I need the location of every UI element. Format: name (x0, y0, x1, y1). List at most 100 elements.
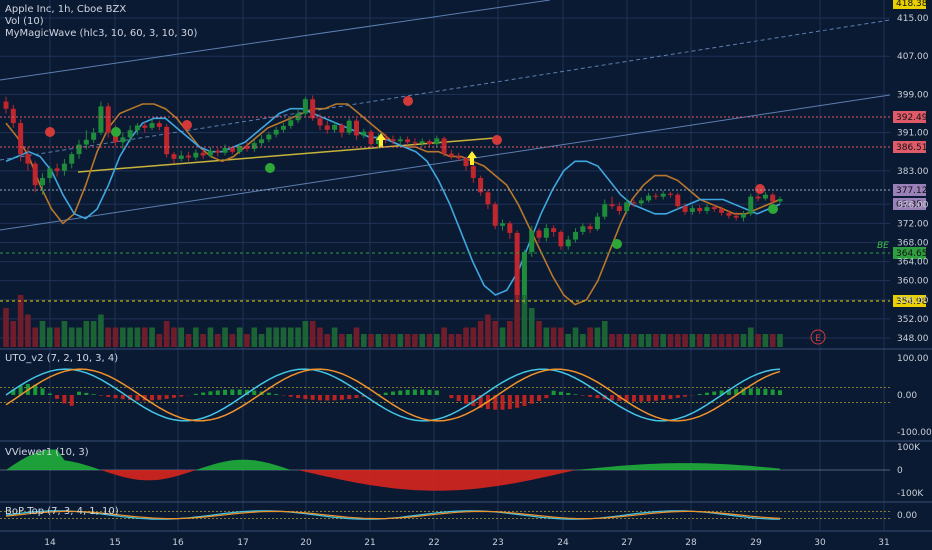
candle-body-67 (492, 204, 498, 226)
candle-body-105 (770, 194, 776, 202)
channel-mid (0, 19, 891, 161)
uto-tick-2: -100.00 (897, 428, 932, 438)
uto-hist-85 (624, 395, 629, 402)
volume-bar-76 (558, 327, 564, 347)
price-tick-6: 372.00 (897, 219, 929, 229)
price-tick-1: 407.00 (897, 52, 929, 62)
candle-body-62 (456, 156, 462, 159)
candle-body-27 (200, 152, 206, 156)
uto-hist-14 (106, 395, 111, 397)
price-tag-4: 03:35 (896, 200, 922, 210)
uto-hist-70 (515, 395, 520, 408)
uto-hist-42 (310, 395, 315, 400)
volume-bar-80 (587, 327, 593, 347)
time-tick-8: 24 (557, 538, 569, 548)
volume-bar-41 (302, 321, 309, 347)
volume-bar-90 (660, 334, 666, 347)
volume-bar-36 (266, 327, 272, 347)
candle-body-72 (529, 230, 535, 253)
volume-bar-96 (704, 334, 710, 347)
candle-body-52 (383, 137, 389, 140)
price-tick-12: 348.00 (897, 334, 929, 344)
candle-body-8 (61, 163, 67, 171)
candle-body-17 (127, 130, 133, 138)
candle-body-45 (332, 124, 338, 130)
candlestick-series (3, 95, 783, 305)
candle-body-76 (558, 231, 564, 247)
candle-body-59 (434, 138, 440, 145)
uto-hist-29 (215, 390, 220, 395)
volume-bar-97 (711, 334, 718, 347)
candle-body-99 (726, 212, 732, 216)
uto-hist-105 (770, 389, 775, 395)
sell-signal-dot-1 (182, 120, 192, 130)
candle-body-12 (91, 132, 97, 140)
sell-signal-dot-4 (755, 184, 765, 194)
volume-bar-101 (740, 334, 747, 347)
earnings-event-icon[interactable] (810, 329, 826, 345)
vviewer-tick-1: 0 (897, 466, 903, 476)
uto-hist-89 (653, 395, 658, 401)
volume-bar-71 (521, 295, 528, 347)
uto-hist-43 (317, 395, 322, 401)
candle-body-38 (280, 125, 286, 130)
time-tick-4: 20 (300, 538, 312, 548)
volume-bar-31 (229, 334, 236, 347)
uto-hist-87 (639, 395, 644, 402)
volume-bar-66 (485, 314, 491, 347)
time-tick-13: 31 (878, 538, 889, 548)
volume-indicator-label: Vol (10) (5, 16, 44, 27)
uto-hist-78 (573, 394, 578, 395)
volume-bar-82 (601, 321, 608, 347)
candle-body-22 (164, 126, 170, 155)
price-axis[interactable]: 415.00 407.00 399.00 391.00 383.00 376.00 372.… (897, 14, 929, 344)
buy-signal-dot-0 (111, 127, 121, 137)
volume-bar-67 (492, 321, 499, 347)
volume-bar-29 (214, 334, 221, 347)
volume-bar-5 (39, 321, 46, 347)
time-tick-7: 23 (492, 538, 503, 548)
candle-body-68 (500, 223, 506, 226)
vviewer-negative-area (6, 470, 780, 491)
volume-bar-91 (667, 334, 674, 347)
candle-body-23 (171, 154, 177, 159)
candle-body-36 (266, 134, 272, 140)
volume-bar-8 (61, 321, 68, 347)
breakeven-label: BE (877, 241, 889, 251)
uto-hist-15 (113, 395, 118, 399)
candle-body-19 (142, 125, 148, 128)
volume-bar-33 (244, 334, 250, 347)
time-axis[interactable]: 14 15 16 17 20 21 22 23 24 27 28 29 30 31 (44, 538, 889, 548)
volume-bar-54 (397, 334, 404, 347)
uto-hist-102 (748, 388, 753, 395)
candle-body-56 (412, 142, 418, 144)
candle-body-16 (120, 137, 126, 143)
earnings-event-label: E (815, 334, 821, 344)
candle-body-81 (594, 216, 600, 230)
volume-bar-18 (134, 327, 141, 347)
uto-slow-line (5, 368, 781, 422)
uto-hist-8 (62, 395, 67, 404)
volume-bar-42 (309, 321, 316, 347)
uto-hist-104 (763, 388, 768, 395)
candle-body-18 (134, 125, 140, 131)
price-tag-3: 377.12 (896, 186, 928, 196)
candle-body-1 (10, 108, 16, 124)
uto-hist-48 (354, 395, 359, 398)
uto-hist-74 (544, 395, 549, 399)
candle-body-30 (222, 147, 228, 153)
candle-body-69 (507, 223, 513, 233)
buy-signal-dot-2 (612, 239, 622, 249)
volume-bar-16 (120, 327, 126, 347)
volume-bar-68 (499, 327, 506, 347)
sell-signal-dot-2 (403, 96, 413, 106)
candle-body-42 (310, 99, 316, 119)
volume-bar-56 (412, 334, 418, 347)
price-tag-bg-4 (893, 198, 926, 210)
candle-body-3 (25, 154, 31, 164)
candle-body-58 (427, 141, 433, 145)
candle-body-71 (521, 252, 527, 296)
candle-body-55 (405, 139, 411, 143)
candle-body-10 (76, 144, 82, 155)
